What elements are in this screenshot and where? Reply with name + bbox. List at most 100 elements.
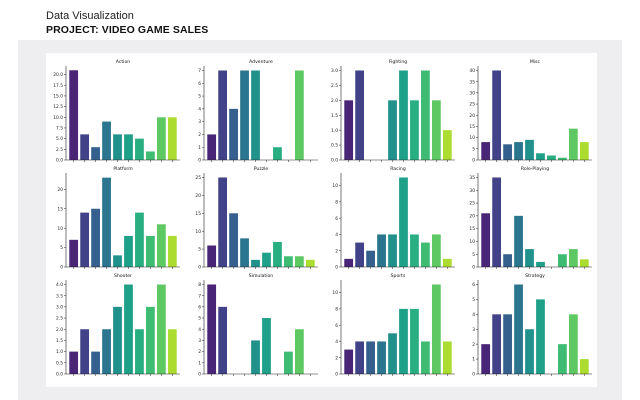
chart-title: Misc: [530, 59, 541, 65]
y-tick-label: 0: [335, 265, 338, 271]
bar: [156, 224, 166, 267]
chart-title: Sports: [391, 273, 406, 279]
bar: [366, 341, 375, 374]
bar: [579, 359, 589, 374]
y-tick-label: 7.5: [56, 126, 63, 132]
page-header: Data Visualization PROJECT: VIDEO GAME S…: [46, 9, 208, 37]
bar: [146, 235, 155, 267]
bar: [388, 234, 397, 267]
y-tick-label: 20: [195, 193, 201, 199]
bar: [492, 70, 502, 160]
bar: [388, 333, 397, 374]
bar: [229, 213, 238, 267]
chart-adventure: Adventure 0 1 2 3 4 5 6 7: [198, 59, 318, 164]
bar: [481, 142, 491, 160]
bar: [492, 177, 502, 267]
page-subtitle: Data Visualization: [46, 10, 134, 22]
chart-title: Platform: [113, 166, 133, 172]
bar: [124, 235, 133, 267]
bar: [536, 153, 545, 160]
chart-title: Role-Playing: [521, 166, 549, 172]
bar: [240, 238, 249, 267]
bar: [355, 341, 365, 374]
y-tick-label: 10: [57, 226, 63, 232]
y-tick-label: 30: [469, 90, 475, 96]
y-tick-label: 1: [198, 145, 201, 151]
chart-title: Adventure: [249, 59, 273, 65]
y-tick-label: 5.0: [56, 136, 63, 142]
y-tick-label: 5: [198, 316, 201, 322]
bar: [305, 259, 315, 267]
y-tick-label: 1.0: [56, 349, 63, 355]
bar: [442, 130, 452, 160]
bar: [113, 306, 122, 374]
bar: [262, 252, 271, 267]
bar: [80, 212, 90, 267]
bar: [442, 341, 452, 374]
y-tick-label: 10: [469, 239, 475, 245]
bar: [69, 351, 79, 374]
bar: [579, 142, 589, 160]
y-tick-label: 8: [335, 306, 338, 312]
y-tick-label: 8: [198, 282, 201, 288]
bar: [399, 308, 408, 374]
y-tick-label: 4: [198, 106, 201, 112]
y-tick-label: 0: [198, 158, 201, 164]
chart-shooter: Shooter 0.0 0.5 1.0 1.5 2.0 2.5 3.0 3.5 4.0: [56, 273, 180, 378]
y-tick-label: 10: [195, 229, 201, 235]
bar: [69, 70, 79, 160]
bar: [421, 341, 430, 374]
y-tick-label: 3.0: [331, 68, 338, 74]
y-tick-label: 10.0: [53, 115, 63, 121]
page-title: PROJECT: VIDEO GAME SALES: [46, 24, 209, 36]
bar: [167, 329, 177, 374]
y-tick-label: 0.0: [331, 158, 338, 164]
y-tick-label: 4.0: [56, 282, 63, 288]
bar: [481, 344, 491, 374]
y-tick-label: 2: [198, 132, 201, 138]
bar: [536, 261, 545, 267]
y-tick-label: 1.5: [331, 113, 338, 119]
bar: [558, 344, 567, 374]
y-tick-label: 5: [472, 297, 475, 303]
chart-simulation: Simulation 0 1 2 3 4 5 6 7 8: [198, 273, 318, 378]
chart-title: Shooter: [114, 273, 132, 279]
bar: [262, 318, 271, 374]
bar: [218, 70, 228, 160]
y-tick-label: 35: [469, 79, 475, 85]
chart-strategy: Strategy 0 1 2 3 4 5 6: [472, 273, 592, 378]
y-tick-label: 2.5: [56, 316, 63, 322]
bar: [492, 314, 502, 374]
chart-misc: Misc 0 5 10 15 20 25 30 35 40: [469, 59, 592, 164]
y-tick-label: 0: [335, 372, 338, 378]
bar: [431, 100, 441, 160]
bar: [240, 70, 249, 160]
bar: [102, 121, 111, 160]
y-tick-label: 30: [469, 188, 475, 194]
bar: [156, 117, 166, 160]
y-tick-label: 6: [198, 81, 201, 87]
bar: [102, 177, 111, 267]
y-tick-label: 6: [198, 304, 201, 310]
bar: [135, 212, 144, 267]
bar: [431, 234, 441, 267]
bar: [514, 215, 523, 267]
y-tick-label: 1: [198, 360, 201, 366]
bar: [344, 349, 354, 374]
y-tick-label: 25: [469, 102, 475, 108]
bar: [558, 254, 567, 267]
y-tick-label: 20: [57, 187, 63, 193]
y-tick-label: 2.0: [56, 327, 63, 333]
bar: [568, 128, 578, 160]
bar: [251, 340, 260, 374]
bar: [156, 284, 166, 374]
bar: [366, 250, 375, 267]
y-tick-label: 0: [198, 372, 201, 378]
y-tick-label: 0.5: [56, 360, 63, 366]
bar: [514, 284, 523, 374]
chart-fighting: Fighting 0.0 0.5 1.0 1.5 2.0 2.5 3.0: [331, 59, 455, 164]
bar: [135, 329, 144, 374]
bar: [124, 284, 133, 374]
y-tick-label: 2: [335, 355, 338, 361]
y-tick-label: 0: [60, 265, 63, 271]
